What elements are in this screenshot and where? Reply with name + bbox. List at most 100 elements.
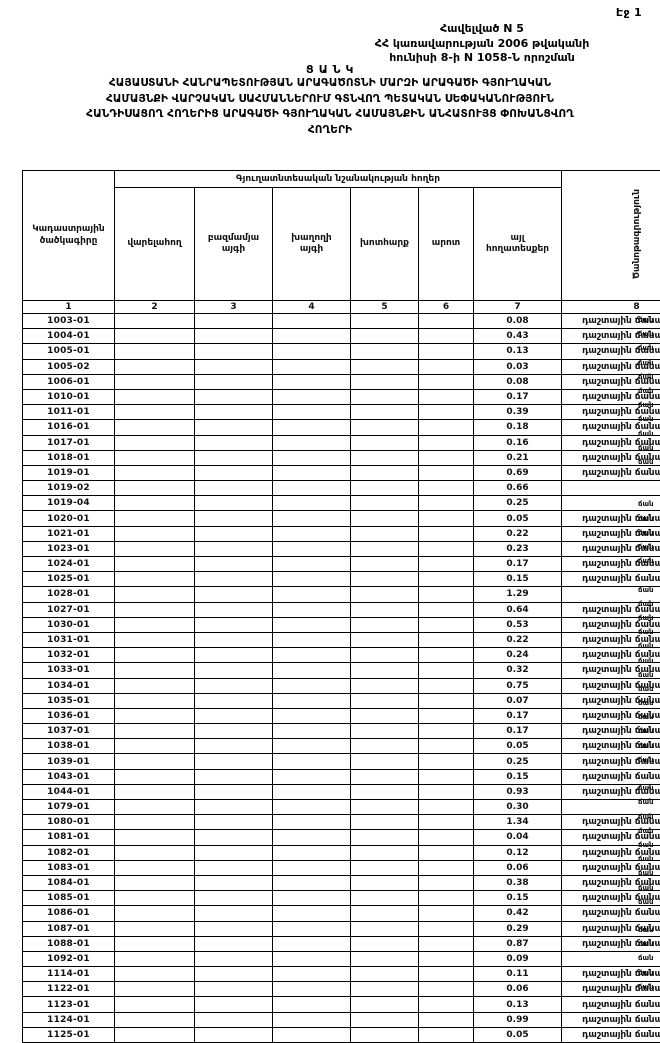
edge-fragment: ճան	[638, 710, 660, 724]
cell-other-lands: 0.87	[474, 936, 562, 951]
cell-hayfield	[351, 374, 419, 389]
cell-cadastral-code: 1124-01	[23, 1012, 115, 1027]
cell-vineyard	[273, 557, 351, 572]
cell-other-lands: 0.21	[474, 450, 562, 465]
cell-vineyard	[273, 314, 351, 329]
cell-hayfield	[351, 663, 419, 678]
cell-hayfield	[351, 435, 419, 450]
cell-other-lands: 0.30	[474, 800, 562, 815]
cell-other-lands: 0.23	[474, 541, 562, 556]
col-number-6: 6	[419, 301, 474, 314]
col-header-agricultural-group: Գյուղատնտեսական նշանակության հողեր	[115, 171, 562, 188]
edge-fragment: ճան	[638, 810, 660, 824]
cell-perennial-orchard	[195, 389, 273, 404]
cell-other-lands: 0.07	[474, 693, 562, 708]
cell-pasture	[419, 800, 474, 815]
cell-hayfield	[351, 481, 419, 496]
edge-fragment: ճան	[638, 412, 660, 426]
subtitle-line-1: ՀԱՅԱՍՏԱՆԻ ՀԱՆՐԱՊԵՏՈՒԹՅԱՆ ԱՐԱԳԱԾՈՏՆԻ ՄԱՐԶ…	[8, 76, 652, 92]
cell-pasture	[419, 602, 474, 617]
cell-perennial-orchard	[195, 359, 273, 374]
cell-arable	[115, 648, 195, 663]
cell-perennial-orchard	[195, 481, 273, 496]
cell-other-lands: 0.16	[474, 435, 562, 450]
cell-pasture	[419, 860, 474, 875]
cell-vineyard	[273, 329, 351, 344]
cell-cadastral-code: 1081-01	[23, 830, 115, 845]
cell-cadastral-code: 1088-01	[23, 936, 115, 951]
cell-arable	[115, 754, 195, 769]
col-header-other-lands: այլ հողատեսքեր	[474, 188, 562, 301]
edge-fragment	[638, 767, 660, 781]
col-header-vineyard-line1: խաղողի	[291, 233, 331, 243]
cell-hayfield	[351, 450, 419, 465]
cell-arable	[115, 602, 195, 617]
cell-perennial-orchard	[195, 754, 273, 769]
subtitle-line-3: ՀԱՆԴԻՍԱՑՈՂ ՀՈՂԵՐԻՑ ԱՐԱԳԱԾԻ ԳՅՈՒՂԱԿԱՆ ՀԱՄ…	[8, 107, 652, 123]
cell-vineyard	[273, 511, 351, 526]
edge-fragment: ճան	[638, 398, 660, 412]
edge-fragment: ճան	[638, 895, 660, 909]
cell-cadastral-code: 1019-01	[23, 465, 115, 480]
cell-note: դաշտային ճանապարհ	[562, 1012, 660, 1027]
cell-hayfield	[351, 572, 419, 587]
cell-hayfield	[351, 967, 419, 982]
edge-fragment: ճան	[638, 313, 660, 327]
cell-arable	[115, 784, 195, 799]
cell-pasture	[419, 906, 474, 921]
cell-hayfield	[351, 526, 419, 541]
edge-fragment: ճան	[638, 497, 660, 511]
cell-arable	[115, 860, 195, 875]
cell-pasture	[419, 754, 474, 769]
cell-pasture	[419, 450, 474, 465]
edge-fragment: ճան	[638, 795, 660, 809]
edge-fragment	[638, 483, 660, 497]
cell-hayfield	[351, 754, 419, 769]
cell-other-lands: 0.09	[474, 951, 562, 966]
cell-cadastral-code: 1092-01	[23, 951, 115, 966]
cell-perennial-orchard	[195, 632, 273, 647]
edge-fragment: ճան	[638, 427, 660, 441]
land-table-wrapper: Կադաստրային ծածկագիրը Գյուղատնտեսական նշ…	[22, 170, 638, 1043]
cell-cadastral-code: 1043-01	[23, 769, 115, 784]
edge-fragment: ճան	[638, 781, 660, 795]
cell-perennial-orchard	[195, 465, 273, 480]
cell-other-lands: 0.05	[474, 739, 562, 754]
cell-pasture	[419, 389, 474, 404]
cell-perennial-orchard	[195, 815, 273, 830]
cell-cadastral-code: 1079-01	[23, 800, 115, 815]
edge-fragment: ճան	[638, 838, 660, 852]
col-number-2: 2	[115, 301, 195, 314]
cell-cadastral-code: 1024-01	[23, 557, 115, 572]
cell-vineyard	[273, 450, 351, 465]
cell-cadastral-code: 1084-01	[23, 875, 115, 890]
col-header-vineyard: խաղողի այգի	[273, 188, 351, 301]
cell-cadastral-code: 1034-01	[23, 678, 115, 693]
cell-pasture	[419, 359, 474, 374]
subtitle-line-2: ՀԱՄԱՅՆՔԻ ՎԱՐՉԱԿԱՆ ՍԱՀՄԱՆՆԵՐՈՒՄ ԳՏՆՎՈՂ ՊԵ…	[8, 92, 652, 108]
cell-pasture	[419, 572, 474, 587]
cell-vineyard	[273, 875, 351, 890]
cell-arable	[115, 359, 195, 374]
cell-vineyard	[273, 389, 351, 404]
cell-hayfield	[351, 420, 419, 435]
cell-cadastral-code: 1023-01	[23, 541, 115, 556]
cell-perennial-orchard	[195, 860, 273, 875]
cell-arable	[115, 344, 195, 359]
cell-arable	[115, 845, 195, 860]
cell-pasture	[419, 557, 474, 572]
cell-pasture	[419, 648, 474, 663]
cell-pasture	[419, 784, 474, 799]
cell-other-lands: 0.42	[474, 906, 562, 921]
cell-hayfield	[351, 389, 419, 404]
cell-arable	[115, 951, 195, 966]
cell-cadastral-code: 1005-01	[23, 344, 115, 359]
edge-fragment: ճան	[638, 753, 660, 767]
